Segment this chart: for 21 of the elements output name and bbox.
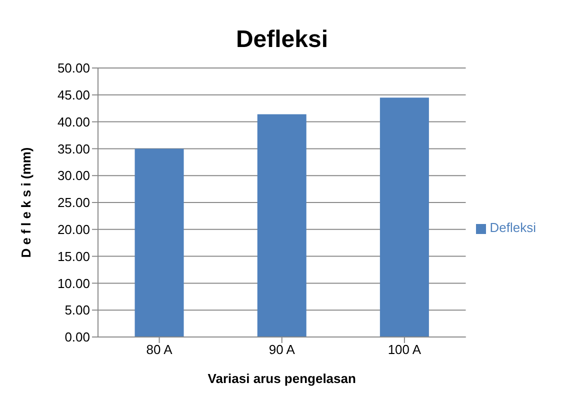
bar (380, 98, 429, 337)
y-tick-label: 30.00 (57, 168, 90, 184)
y-axis-title: D e f l e k s i (mm) (18, 147, 34, 258)
y-tick-label: 15.00 (57, 248, 90, 264)
y-tick-label: 5.00 (64, 302, 90, 318)
y-tick-label: 40.00 (57, 114, 90, 130)
x-tick-label: 80 A (146, 342, 173, 358)
y-tick-label: 20.00 (57, 222, 90, 238)
x-tick-label: 100 A (388, 342, 422, 358)
x-tick-label: 90 A (268, 342, 296, 358)
y-tick-label: 10.00 (57, 276, 90, 291)
chart-title: Defleksi (234, 25, 330, 55)
y-tick-label: 45.00 (57, 88, 90, 103)
y-tick-label: 35.00 (57, 141, 90, 156)
bar (257, 114, 306, 337)
y-tick-label: 0.00 (64, 330, 90, 345)
y-tick-label: 25.00 (57, 195, 90, 210)
bar (134, 148, 184, 337)
y-tick-label: 50.00 (57, 60, 90, 76)
legend-label: Defleksi (490, 220, 536, 235)
x-axis-title: Variasi arus pengelasan (208, 371, 356, 386)
